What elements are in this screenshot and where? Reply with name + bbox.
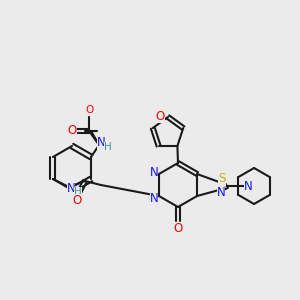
Text: O: O (72, 194, 82, 206)
Text: H: H (74, 187, 82, 197)
Text: O: O (85, 105, 93, 115)
Text: N: N (150, 166, 158, 178)
Text: O: O (68, 124, 77, 137)
Text: O: O (173, 221, 183, 235)
Text: N: N (244, 179, 252, 193)
Text: H: H (104, 142, 112, 152)
Text: S: S (218, 172, 226, 185)
Text: N: N (217, 185, 225, 199)
Text: N: N (150, 191, 158, 205)
Text: N: N (97, 136, 105, 149)
Text: O: O (155, 110, 165, 122)
Text: N: N (67, 182, 75, 194)
